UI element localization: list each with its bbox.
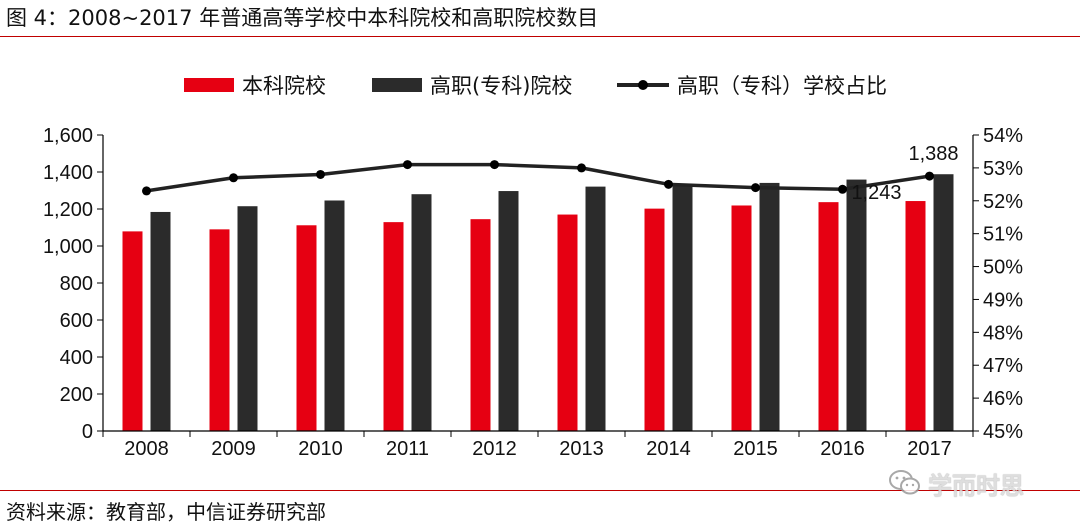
bar-benke-2014 — [644, 208, 665, 431]
y-right-tick-label: 47% — [983, 355, 1023, 377]
bar-gaozhi-2013 — [585, 186, 606, 431]
x-tick-label-2010: 2010 — [298, 438, 343, 460]
y-left-tick-label: 200 — [60, 384, 93, 406]
y-left-tick-label: 1,000 — [43, 236, 93, 258]
watermark: 学而时思 — [888, 466, 1024, 500]
legend-item-gaozhi-label: 高职(专科)院校 — [430, 74, 572, 98]
legend-item-gaozhi: 高职(专科)院校 — [372, 74, 572, 98]
y-right-tick-label: 53% — [983, 158, 1023, 180]
data-label-gaozhi-2017: 1,388 — [908, 143, 958, 165]
ratio-point-2017 — [925, 171, 934, 181]
x-tick-label-2008: 2008 — [124, 438, 169, 460]
bar-benke-2015 — [731, 205, 752, 431]
ratio-point-2011 — [403, 160, 412, 170]
y-left-tick-label: 1,400 — [43, 162, 93, 184]
bar-gaozhi-2012 — [498, 191, 519, 431]
ratio-point-2014 — [664, 179, 673, 189]
bar-gaozhi-2017 — [933, 174, 954, 431]
y-left-tick-label: 400 — [60, 347, 93, 369]
x-tick-label-2014: 2014 — [646, 438, 691, 460]
watermark-text: 学而时思 — [928, 471, 1024, 500]
ratio-point-2012 — [490, 160, 499, 170]
legend-item-benke-swatch — [184, 78, 234, 92]
legend-item-ratio: 高职（专科）学校占比 — [617, 74, 887, 98]
bar-gaozhi-2015 — [759, 182, 780, 431]
axes-layer: 2008 2009 2010 2011 2012 2013 2014 2015 2016 2017… — [43, 125, 1023, 460]
x-tick-label-2009: 2009 — [211, 438, 256, 460]
chart-legend: 本科院校 高职(专科)院校 高职（专科）学校占比 — [184, 74, 887, 98]
legend-item-gaozhi-swatch — [372, 78, 422, 92]
figure-title: 图 4：2008~2017 年普通高等学校中本科院校和高职院校数目 — [6, 6, 599, 30]
bar-benke-2017 — [905, 201, 926, 431]
wechat-icon — [889, 470, 920, 495]
y-left-tick-label: 0 — [82, 421, 93, 443]
x-tick-label-2011: 2011 — [386, 438, 429, 460]
bar-gaozhi-2009 — [237, 206, 258, 431]
bar-benke-2010 — [296, 225, 317, 431]
y-right-tick-label: 46% — [983, 388, 1023, 410]
bar-gaozhi-2014 — [672, 185, 693, 431]
chart: 本科院校 高职(专科)院校 高职（专科）学校占比 2008 2009 2010 2011 2… — [43, 74, 1023, 460]
bars-layer — [122, 174, 954, 431]
source-note: 资料来源：教育部，中信证券研究部 — [6, 500, 326, 524]
y-right-tick-label: 51% — [983, 224, 1023, 246]
source-divider — [0, 490, 1080, 491]
ratio-point-2009 — [229, 173, 238, 183]
y-right-tick-label: 54% — [983, 125, 1023, 147]
y-left-tick-label: 800 — [60, 273, 93, 295]
y-right-tick-label: 52% — [983, 191, 1023, 213]
legend-item-ratio-marker — [638, 80, 648, 90]
bar-benke-2008 — [122, 231, 143, 431]
y-right-tick-label: 49% — [983, 289, 1023, 311]
data-labels-layer: 1,388 1,243 — [851, 143, 958, 204]
ratio-line-layer — [142, 160, 934, 196]
x-tick-label-2015: 2015 — [733, 438, 778, 460]
bar-gaozhi-2008 — [150, 211, 171, 431]
bar-gaozhi-2016 — [846, 179, 867, 431]
ratio-point-2010 — [316, 169, 325, 179]
ratio-line — [146, 162, 930, 193]
x-tick-label-2013: 2013 — [559, 438, 604, 460]
bar-benke-2011 — [383, 222, 404, 431]
legend-item-benke: 本科院校 — [184, 74, 326, 98]
ratio-point-2016 — [838, 184, 847, 194]
y-right-tick-label: 50% — [983, 257, 1023, 279]
y-right-tick-label: 48% — [983, 322, 1023, 344]
y-left-tick-label: 600 — [60, 310, 93, 332]
title-divider — [0, 36, 1080, 37]
y-left-tick-label: 1,200 — [43, 199, 93, 221]
bar-gaozhi-2011 — [411, 194, 432, 431]
x-tick-label-2017: 2017 — [907, 438, 952, 460]
legend-item-benke-label: 本科院校 — [242, 74, 326, 98]
bar-benke-2016 — [818, 202, 839, 431]
bar-benke-2009 — [209, 229, 230, 431]
legend-item-ratio-label: 高职（专科）学校占比 — [677, 74, 887, 98]
bar-gaozhi-2010 — [324, 200, 345, 431]
bar-benke-2013 — [557, 214, 578, 431]
x-tick-label-2012: 2012 — [472, 438, 517, 460]
ratio-point-2013 — [577, 163, 586, 173]
y-right-tick-label: 45% — [983, 421, 1023, 443]
y-left-tick-label: 1,600 — [43, 125, 93, 147]
ratio-point-2008 — [142, 186, 151, 196]
ratio-point-2015 — [751, 183, 760, 193]
bar-benke-2012 — [470, 219, 491, 431]
data-label-benke-2017: 1,243 — [851, 182, 901, 204]
x-tick-label-2016: 2016 — [820, 438, 865, 460]
